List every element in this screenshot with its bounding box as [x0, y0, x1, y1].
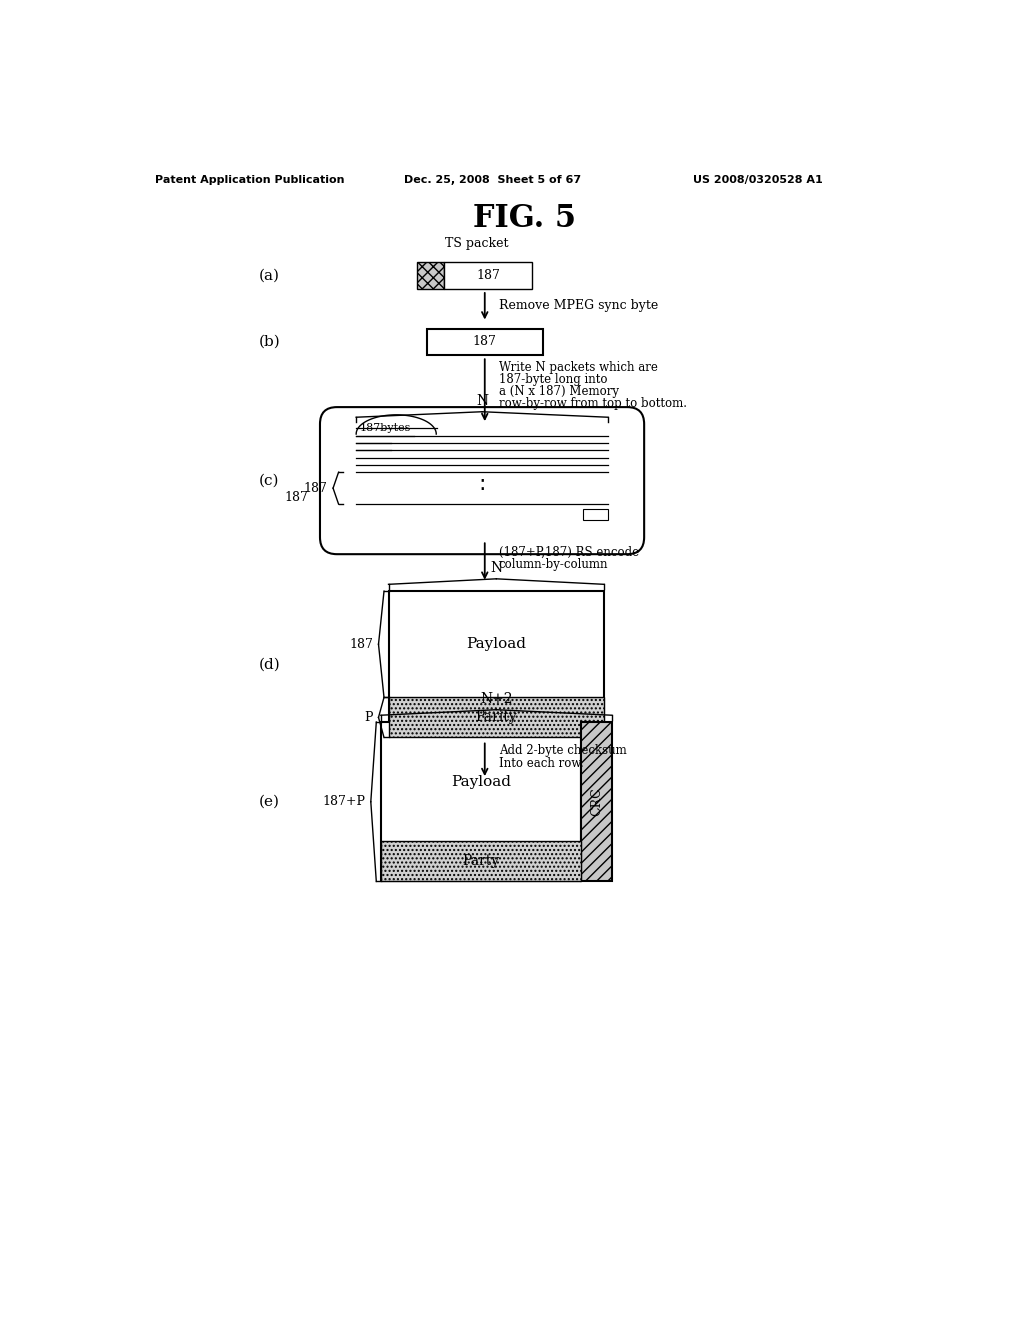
Text: row-by-row from top to bottom.: row-by-row from top to bottom. [499, 397, 687, 411]
Text: 187-byte long into: 187-byte long into [499, 374, 607, 387]
Text: Dec. 25, 2008  Sheet 5 of 67: Dec. 25, 2008 Sheet 5 of 67 [403, 176, 581, 185]
Text: 187+P: 187+P [323, 795, 366, 808]
Text: Remove MPEG sync byte: Remove MPEG sync byte [499, 298, 657, 312]
FancyBboxPatch shape [319, 407, 644, 554]
Text: 187: 187 [473, 335, 497, 348]
Text: CRC: CRC [590, 787, 603, 816]
Text: 187: 187 [285, 491, 308, 504]
Text: (d): (d) [258, 657, 280, 672]
Bar [381, 722, 581, 882]
Text: 187bytes: 187bytes [360, 422, 412, 433]
Text: 187: 187 [349, 638, 373, 651]
Text: (a): (a) [259, 268, 280, 282]
Bar [581, 722, 611, 882]
Text: N: N [490, 561, 503, 576]
Text: (e): (e) [259, 795, 280, 809]
Bar [444, 263, 532, 289]
Text: Payload: Payload [451, 775, 511, 789]
Text: (187+P,187) RS encode: (187+P,187) RS encode [499, 545, 639, 558]
Bar [417, 263, 444, 289]
Text: Into each row.: Into each row. [499, 758, 584, 770]
Text: Party: Party [463, 854, 500, 869]
Bar [584, 508, 608, 520]
Text: Write N packets which are: Write N packets which are [499, 362, 657, 375]
Text: FIG. 5: FIG. 5 [473, 203, 577, 234]
Bar [388, 591, 604, 738]
Bar [381, 841, 581, 882]
Text: column-by-column: column-by-column [499, 558, 608, 572]
Text: :: : [478, 474, 485, 495]
Text: (b): (b) [258, 335, 280, 348]
Text: Parity: Parity [475, 710, 517, 725]
Text: US 2008/0320528 A1: US 2008/0320528 A1 [692, 176, 822, 185]
Text: a (N x 187) Memory: a (N x 187) Memory [499, 385, 618, 399]
Text: Payload: Payload [466, 638, 526, 651]
Bar [427, 329, 543, 355]
Text: N: N [476, 393, 488, 408]
Text: 187: 187 [304, 482, 328, 495]
Bar [388, 697, 604, 738]
Text: P: P [365, 711, 373, 723]
Text: TS packet: TS packet [445, 236, 509, 249]
Text: (c): (c) [259, 474, 280, 487]
Text: N+2: N+2 [480, 692, 513, 706]
Text: 187: 187 [476, 269, 500, 282]
Text: Add 2-byte checksum: Add 2-byte checksum [499, 744, 627, 758]
Text: Patent Application Publication: Patent Application Publication [156, 176, 345, 185]
